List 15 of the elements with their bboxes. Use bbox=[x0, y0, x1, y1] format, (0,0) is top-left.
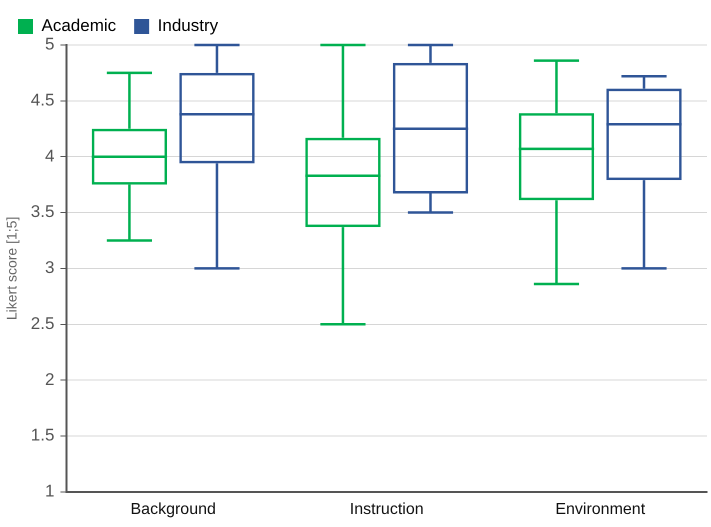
y-tick-label: 5 bbox=[44, 34, 54, 54]
y-tick-label: 3.5 bbox=[30, 202, 54, 222]
y-tick-label: 2 bbox=[44, 370, 54, 389]
legend-label: Academic bbox=[42, 16, 117, 36]
x-tick-label: Environment bbox=[555, 500, 646, 518]
y-tick-label: 3 bbox=[44, 258, 54, 278]
y-tick-label: 1.5 bbox=[30, 426, 54, 445]
y-tick-label: 2.5 bbox=[30, 314, 54, 333]
legend-label: Industry bbox=[158, 16, 219, 36]
y-axis-title: Likert score [1;5] bbox=[3, 216, 20, 320]
x-tick-label: Instruction bbox=[350, 500, 424, 518]
x-tick-label: Background bbox=[130, 500, 216, 518]
y-tick-label: 4.5 bbox=[30, 90, 54, 110]
y-tick-label: 1 bbox=[44, 481, 54, 500]
y-tick-label: 4 bbox=[44, 146, 54, 166]
